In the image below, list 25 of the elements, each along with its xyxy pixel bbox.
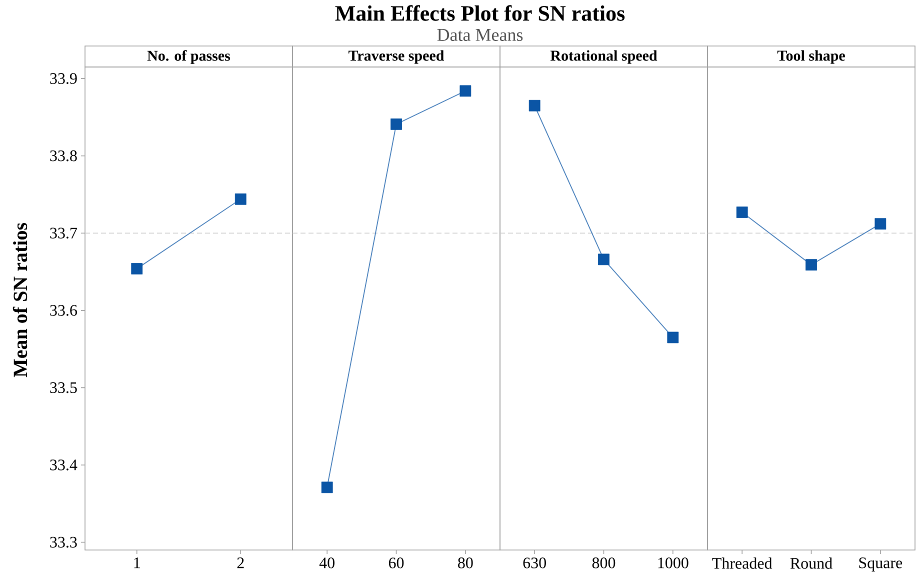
y-tick-label: 33.6: [50, 305, 77, 316]
x-tick-label: 800: [592, 558, 616, 568]
x-tick-label: 1: [134, 558, 140, 568]
x-tick-label: 630: [523, 558, 546, 568]
x-tick-label: Round: [790, 558, 832, 569]
x-axis-title: No. of passes: [147, 50, 230, 64]
x-axis-title: Traverse speed: [348, 50, 444, 64]
y-axis-title: Mean of SN ratios: [12, 222, 28, 378]
text: Main Effects Plot for SN ratios: [335, 5, 625, 21]
x-axis-title: Rotational speed: [550, 50, 658, 64]
x-tick-label: 80: [458, 558, 473, 568]
x-tick-label: 40: [319, 558, 334, 568]
text: Data Means: [437, 29, 523, 41]
x-tick-label: Square: [859, 558, 902, 572]
x-axis-title: Tool shape: [777, 50, 845, 64]
y-tick-label: 33.8: [50, 150, 77, 162]
x-tick-label: 2: [237, 558, 244, 568]
x-tick-label: 60: [388, 558, 404, 568]
x-tick-label: 1000: [658, 558, 688, 568]
y-tick-label: 33.5: [50, 382, 77, 394]
y-tick-label: 33.7: [50, 228, 78, 239]
y-tick-label: 33.9: [50, 73, 77, 84]
y-tick-label: 33.4: [50, 460, 78, 470]
y-tick-label: 33.3: [50, 536, 77, 548]
x-tick-label: Threaded: [712, 558, 772, 569]
